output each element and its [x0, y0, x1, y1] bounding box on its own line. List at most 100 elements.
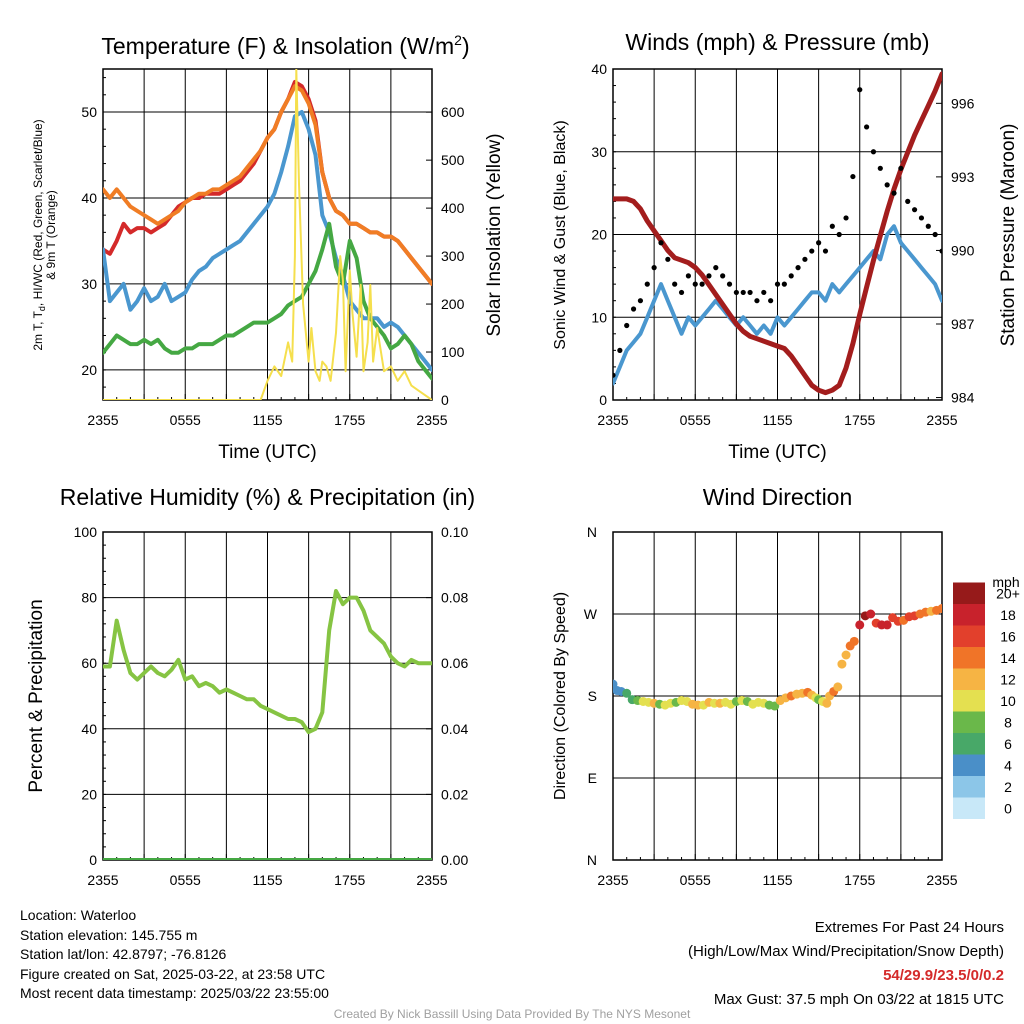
x-tick-label: 2355: [87, 412, 118, 428]
gust-point: [637, 298, 644, 304]
chart-panel-4: [612, 531, 943, 861]
gust-point: [692, 281, 698, 287]
gust-point: [843, 215, 849, 221]
x-tick-label: 1755: [334, 872, 365, 888]
y2-tick-label: 200: [441, 296, 465, 312]
gust-point: [898, 165, 904, 171]
series-line-heat-index-wind-chill: [103, 110, 432, 372]
x-tick-label: 1155: [252, 412, 282, 428]
wind-direction-point: [770, 701, 780, 711]
gust-point: [685, 273, 691, 279]
gust-point: [781, 281, 787, 287]
gust-point: [613, 372, 616, 378]
gust-point: [713, 265, 719, 271]
gust-point: [774, 281, 781, 287]
x-tick-label: 0555: [680, 412, 711, 428]
gust-point: [877, 165, 883, 171]
y2-tick-label: 0.02: [441, 786, 468, 802]
y-tick-label: 20: [81, 786, 97, 802]
y-tick-label: N: [587, 524, 597, 540]
y2-tick-label: 400: [441, 200, 465, 216]
wind-direction-point: [833, 682, 843, 692]
gust-point: [939, 248, 942, 254]
y-tick-label: 20: [591, 227, 607, 243]
legend-swatch: [953, 582, 985, 604]
legend-title: mph: [992, 574, 1019, 590]
y-tick-label: 60: [81, 655, 97, 671]
x-tick-label: 1155: [762, 872, 792, 888]
gust-point: [905, 198, 911, 204]
legend-label: 18: [1000, 607, 1016, 623]
y2-tick-label: 0.06: [441, 655, 468, 671]
x-tick-label: 1755: [334, 412, 365, 428]
gust-point: [925, 223, 931, 229]
legend-swatch: [953, 690, 985, 712]
x-tick-label: 0555: [170, 872, 201, 888]
x-tick-label: 1755: [844, 872, 875, 888]
legend-swatch: [953, 797, 985, 819]
legend-swatch: [953, 733, 985, 755]
x-tick-label: 2355: [597, 412, 628, 428]
y2-tick-label: 300: [441, 248, 465, 264]
gust-point: [911, 207, 918, 213]
gust-point: [740, 289, 746, 296]
wind-direction-point: [849, 636, 859, 646]
legend-swatch: [953, 711, 985, 733]
wind-direction-point: [855, 620, 865, 630]
legend-swatch: [953, 668, 985, 690]
legend-label: 10: [1000, 693, 1016, 709]
figure-created: Figure created on Sat, 2025-03-22, at 23…: [20, 965, 326, 982]
legend-swatch: [953, 776, 985, 798]
wind-direction-point: [841, 650, 851, 660]
gust-point: [816, 240, 822, 246]
legend-label: 12: [1000, 671, 1016, 687]
y2-tick-label: 500: [441, 152, 465, 168]
y-tick-label: N: [587, 852, 597, 868]
gust-point: [672, 281, 678, 287]
y2-tick-label: 0.10: [441, 524, 468, 540]
wind-direction-point: [882, 620, 892, 630]
y2-axis-label-pressure: Station Pressure (Maroon): [998, 124, 1019, 347]
gust-point: [918, 215, 925, 221]
wind-direction-point: [837, 659, 847, 669]
x-tick-label: 2355: [87, 872, 118, 888]
y-tick-label: 10: [591, 309, 607, 325]
series-line-solar-insolation: [103, 69, 432, 400]
y-axis-label-humidity: Percent & Precipitation: [26, 599, 47, 792]
gust-point: [747, 289, 753, 296]
y2-tick-label: 987: [951, 316, 975, 332]
legend-label: 8: [1004, 714, 1012, 730]
gust-point: [932, 231, 938, 238]
y2-tick-label: 993: [951, 169, 975, 185]
gust-point: [870, 149, 877, 155]
gust-point: [678, 289, 685, 296]
x-axis-label: Time (UTC): [728, 442, 827, 463]
x-tick-label: 1755: [844, 412, 875, 428]
gust-point: [857, 87, 863, 93]
series-line-relative-humidity: [103, 589, 432, 735]
series-line-pressure: [613, 71, 942, 396]
series-line-9m-t: [103, 84, 432, 286]
y-tick-label: E: [588, 770, 597, 786]
gust-point: [891, 190, 897, 196]
y-tick-label: 20: [81, 362, 97, 378]
legend-label: 0: [1004, 800, 1012, 816]
extremes-values: 54/29.9/23.5/0/0.2: [883, 967, 1004, 984]
series-line-2m-td: [103, 221, 432, 381]
y-tick-label: 30: [81, 276, 97, 292]
gust-point: [651, 265, 657, 271]
y-axis-label-temperature: 2m T, Td, HI/WC (Red, Green, Scarlet/Blu…: [31, 119, 58, 350]
gust-point: [726, 281, 733, 287]
y-tick-label: S: [588, 688, 597, 704]
y2-tick-label: 0.04: [441, 721, 468, 737]
x-tick-label: 2355: [926, 412, 957, 428]
gust-point: [624, 322, 630, 329]
y-tick-label: 40: [81, 190, 97, 206]
chart-panel-1: [102, 68, 433, 401]
chart-title: Wind Direction: [703, 484, 853, 510]
series-group: [103, 589, 432, 860]
y-tick-label: 50: [81, 104, 97, 120]
speed-legend: [953, 582, 985, 819]
station-latlon: Station lat/lon: 42.8797; -76.8126: [20, 946, 227, 963]
chart-panel-3: [102, 531, 433, 861]
